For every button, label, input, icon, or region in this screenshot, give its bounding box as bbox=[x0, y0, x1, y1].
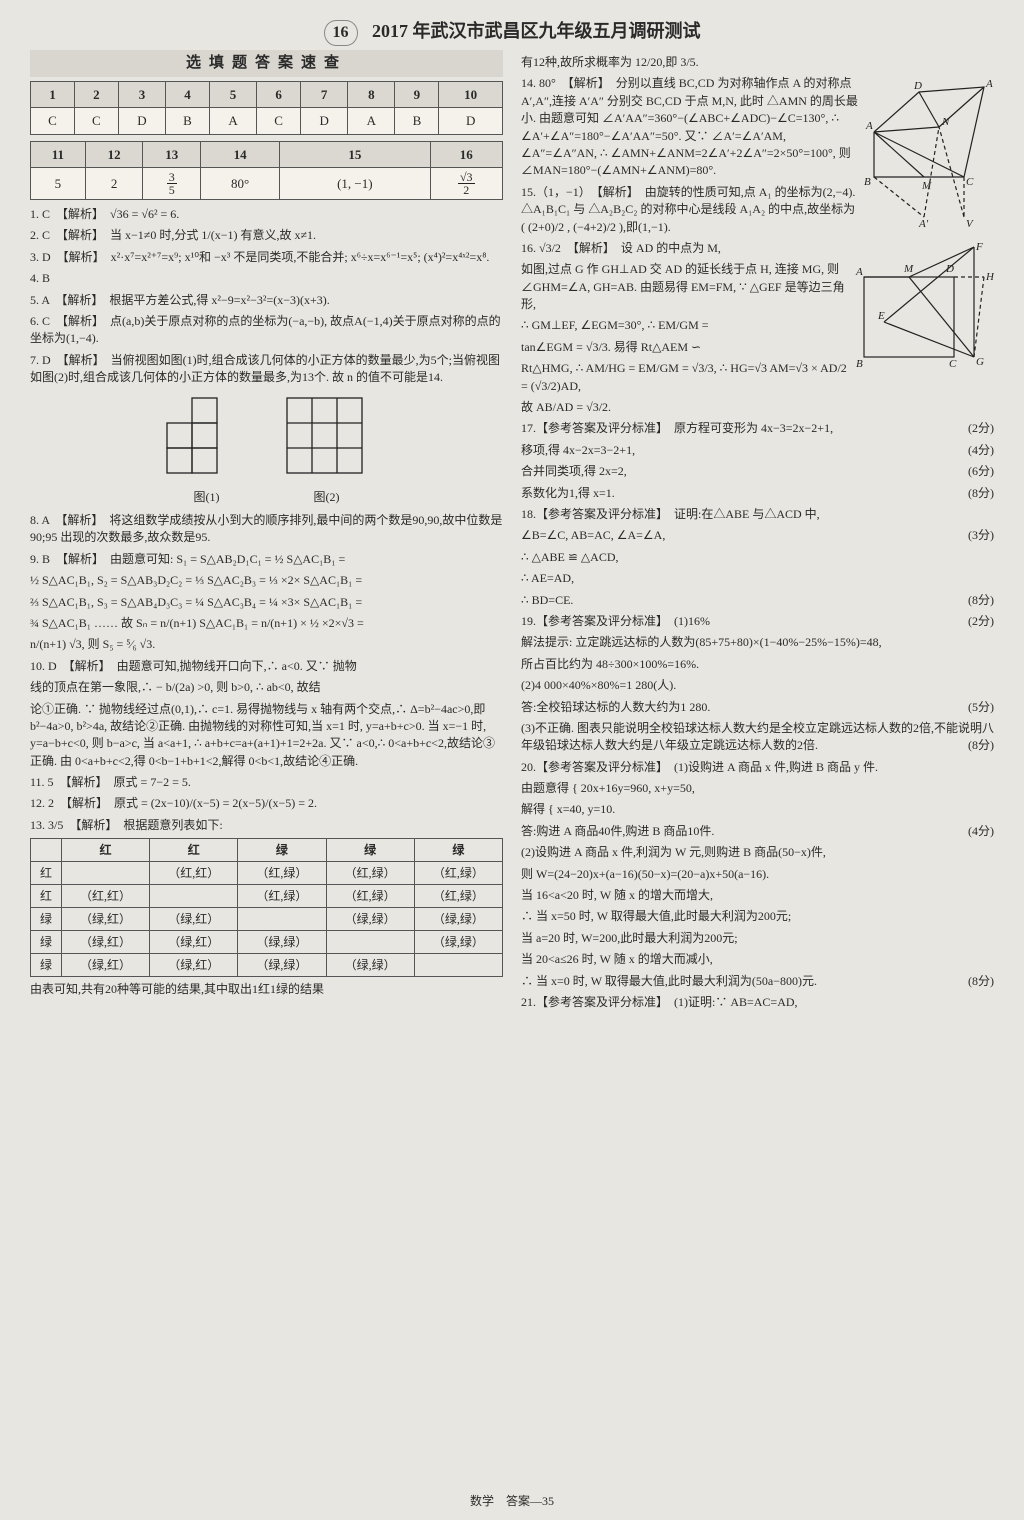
fig2-label: 图(2) bbox=[282, 488, 372, 506]
svg-text:D: D bbox=[945, 263, 954, 275]
r17d: 系数化为1,得 x=1.(8分) bbox=[521, 485, 994, 502]
r19f: (3)不正确. 图表只能说明全校铅球达标人数大约是全校立定跳远达标人数的2倍,不… bbox=[521, 720, 994, 755]
left-column: 选填题答案速查 12345678910 CCDBACDABD 111213141… bbox=[30, 50, 503, 1015]
svg-text:B: B bbox=[856, 358, 863, 370]
svg-text:A: A bbox=[865, 120, 873, 132]
q9e: n/(n+1) √3, 则 S₅ = ⁵⁄₆ √3. bbox=[30, 636, 503, 653]
r21: 21.【参考答案及评分标准】 (1)证明:∵ AB=AC=AD, bbox=[521, 994, 994, 1011]
q2: 2. C 【解析】 当 x−1≠0 时,分式 1/(x−1) 有意义,故 x≠1… bbox=[30, 227, 503, 244]
svg-text:H: H bbox=[985, 271, 994, 283]
q5: 5. A 【解析】 根据平方差公式,得 x²−9=x²−3²=(x−3)(x+3… bbox=[30, 292, 503, 309]
q10c: 论①正确. ∵ 抛物线经过点(0,1),∴ c=1. 易得抛物线与 x 轴有两个… bbox=[30, 701, 503, 771]
svg-text:M: M bbox=[903, 263, 914, 275]
page-header: 16 2017 年武汉市武昌区九年级五月调研测试 bbox=[30, 18, 994, 46]
r18c: ∴ △ABE ≌ △ACD, bbox=[521, 549, 994, 566]
svg-text:A″: A″ bbox=[985, 78, 994, 90]
svg-text:M: M bbox=[921, 180, 932, 192]
q9c: ⅔ S△AC₁B₁, S₃ = S△AB₄D₃C₃ = ¼ S△AC₃B₄ = … bbox=[30, 594, 503, 611]
r18d: ∴ AE=AD, bbox=[521, 570, 994, 587]
r17c: 合并同类项,得 2x=2,(6分) bbox=[521, 463, 994, 480]
r19d: (2)4 000×40%×80%=1 280(人). bbox=[521, 677, 994, 694]
r20d: 答:购进 A 商品40件,购进 B 商品10件.(4分) bbox=[521, 823, 994, 840]
r20g: 当 16<a<20 时, W 随 x 的增大而增大, bbox=[521, 887, 994, 904]
q9d: ¾ S△AC₁B₁ …… 故 Sₙ = n/(n+1) S△AC₁B₁ = n/… bbox=[30, 615, 503, 632]
r0: 有12种,故所求概率为 12/20,即 3/5. bbox=[521, 54, 994, 71]
svg-text:E: E bbox=[877, 310, 885, 322]
fig1-label: 图(1) bbox=[162, 488, 252, 506]
r20e: (2)设购进 A 商品 x 件,利润为 W 元,则购进 B 商品(50−x)件, bbox=[521, 844, 994, 861]
r19a: 19.【参考答案及评分标准】 (1)16%(2分) bbox=[521, 613, 994, 630]
q4: 4. B bbox=[30, 270, 503, 287]
q1: 1. C 【解析】 √36 = √6² = 6. bbox=[30, 206, 503, 223]
r16f: 故 AB/AD = √3/2. bbox=[521, 399, 994, 416]
page-footer: 数学 答案—35 bbox=[0, 1492, 1024, 1510]
q3: 3. D 【解析】 x²·x⁷=x²⁺⁷=x⁹; x¹⁰和 −x³ 不是同类项,… bbox=[30, 249, 503, 266]
r18b: ∠B=∠C, AB=AC, ∠A=∠A,(3分) bbox=[521, 527, 994, 544]
svg-text:N: N bbox=[941, 116, 950, 128]
q8: 8. A 【解析】 将这组数学成绩按从小到大的顺序排列,最中间的两个数是90,9… bbox=[30, 512, 503, 547]
r19c: 所占百比约为 48÷300×100%=16%. bbox=[521, 656, 994, 673]
r20k: ∴ 当 x=0 时, W 取得最大值,此时最大利润为(50a−800)元.(8分… bbox=[521, 973, 994, 990]
r20a: 20.【参考答案及评分标准】 (1)设购进 A 商品 x 件,购进 B 商品 y… bbox=[521, 759, 994, 776]
svg-text:C: C bbox=[966, 176, 974, 188]
geometry-16-svg: A M D F H E B C G bbox=[854, 242, 994, 372]
right-column: 有12种,故所求概率为 12/20,即 3/5. A D A″ N B M C V A′ 1… bbox=[521, 50, 994, 1015]
q9b: ½ S△AC₁B₁, S₂ = S△AB₃D₂C₂ = ⅓ S△AC₂B₃ = … bbox=[30, 572, 503, 589]
q11: 11. 5 【解析】 原式 = 7−2 = 5. bbox=[30, 774, 503, 791]
r20c: 解得 { x=40, y=10. bbox=[521, 801, 994, 818]
svg-text:C: C bbox=[949, 358, 957, 370]
answer-table-1: 12345678910 CCDBACDABD bbox=[30, 81, 503, 135]
r19e: 答:全校铅球达标的人数大约为1 280.(5分) bbox=[521, 699, 994, 716]
svg-text:A′: A′ bbox=[918, 218, 929, 227]
exam-title: 2017 年武汉市武昌区九年级五月调研测试 bbox=[372, 21, 701, 41]
q10b: 线的顶点在第一象限,∴ − b/(2a) >0, 则 b>0, ∴ ab<0, … bbox=[30, 679, 503, 696]
svg-text:G: G bbox=[976, 356, 984, 368]
r17b: 移项,得 4x−2x=3−2+1,(4分) bbox=[521, 442, 994, 459]
svg-text:F: F bbox=[975, 242, 983, 253]
q12: 12. 2 【解析】 原式 = (2x−10)/(x−5) = 2(x−5)/(… bbox=[30, 795, 503, 812]
q7: 7. D 【解析】 当俯视图如图(1)时,组合成该几何体的小正方体的数量最少,为… bbox=[30, 352, 503, 387]
svg-text:D: D bbox=[913, 80, 922, 92]
svg-text:V: V bbox=[966, 218, 974, 227]
figures-7: 图(1) 图(2) bbox=[30, 393, 503, 507]
r20f: 则 W=(24−20)x+(a−16)(50−x)=(20−a)x+50(a−1… bbox=[521, 866, 994, 883]
svg-text:A: A bbox=[855, 266, 863, 278]
q10a: 10. D 【解析】 由题意可知,抛物线开口向下,∴ a<0. 又∵ 抛物 bbox=[30, 658, 503, 675]
figure-1-svg bbox=[162, 393, 252, 483]
r20i: 当 a=20 时, W=200,此时最大利润为200元; bbox=[521, 930, 994, 947]
q13b: 由表可知,共有20种等可能的结果,其中取出1红1绿的结果 bbox=[30, 981, 503, 998]
quick-answer-title: 选填题答案速查 bbox=[30, 50, 503, 77]
figure-2-svg bbox=[282, 393, 372, 483]
q13a: 13. 3/5 【解析】 根据题意列表如下: bbox=[30, 817, 503, 834]
page-number: 16 bbox=[324, 20, 358, 46]
answer-table-2: 111213141516 523580°(1, −1)√32 bbox=[30, 141, 503, 201]
probability-table: 红红绿绿绿 红（红,红）（红,绿）（红,绿）（红,绿） 红（红,红）（红,绿）（… bbox=[30, 838, 503, 977]
r19b: 解法提示: 立定跳远达标的人数为(85+75+80)×(1−40%−25%−15… bbox=[521, 634, 994, 651]
q6: 6. C 【解析】 点(a,b)关于原点对称的点的坐标为(−a,−b), 故点A… bbox=[30, 313, 503, 348]
r17a: 17.【参考答案及评分标准】 原方程可变形为 4x−3=2x−2+1,(2分) bbox=[521, 420, 994, 437]
q9a: 9. B 【解析】 由题意可知: S₁ = S△AB₂D₁C₁ = ½ S△AC… bbox=[30, 551, 503, 568]
r20b: 由题意得 { 20x+16y=960, x+y=50, bbox=[521, 780, 994, 797]
r18e: ∴ BD=CE.(8分) bbox=[521, 592, 994, 609]
geometry-14-svg: A D A″ N B M C V A′ bbox=[864, 77, 994, 227]
svg-text:B: B bbox=[864, 176, 871, 188]
r20j: 当 20<a≤26 时, W 随 x 的增大而减小, bbox=[521, 951, 994, 968]
r20h: ∴ 当 x=50 时, W 取得最大值,此时最大利润为200元; bbox=[521, 908, 994, 925]
r18a: 18.【参考答案及评分标准】 证明:在△ABE 与△ACD 中, bbox=[521, 506, 994, 523]
